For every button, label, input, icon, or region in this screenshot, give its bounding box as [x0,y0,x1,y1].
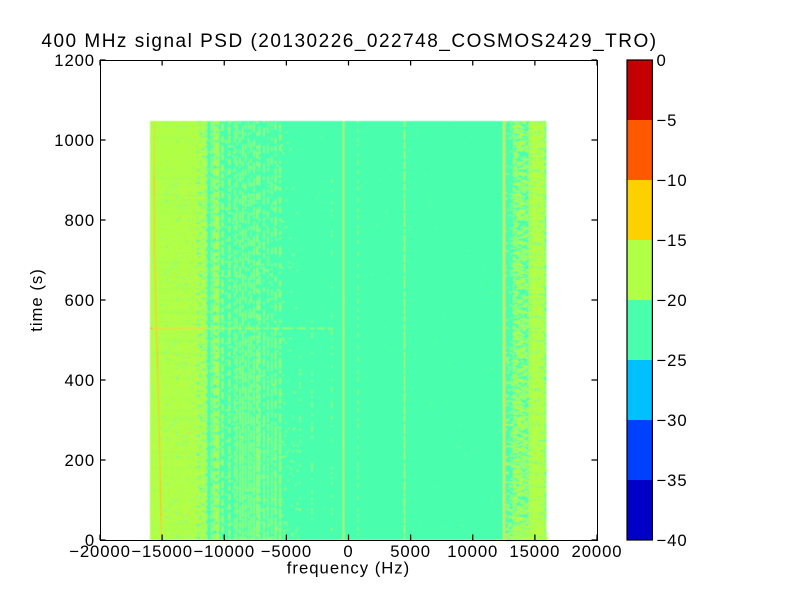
svg-text:20000: 20000 [572,542,623,561]
svg-text:−20000: −20000 [69,542,131,561]
svg-text:−10: −10 [657,171,688,190]
svg-text:0: 0 [343,542,353,561]
svg-text:time (s): time (s) [27,268,46,332]
svg-text:10000: 10000 [447,542,498,561]
svg-text:frequency (Hz): frequency (Hz) [287,559,410,578]
svg-text:−10000: −10000 [193,542,255,561]
svg-text:400 MHz signal PSD (20130226_0: 400 MHz signal PSD (20130226_022748_COSM… [41,31,657,52]
svg-text:−35: −35 [657,471,688,490]
svg-text:0: 0 [657,51,667,70]
svg-text:−5000: −5000 [261,542,312,561]
svg-text:200: 200 [64,451,95,470]
svg-text:−15: −15 [657,231,688,250]
svg-text:5000: 5000 [390,542,431,561]
svg-text:−25: −25 [657,351,688,370]
svg-text:1200: 1200 [54,51,95,70]
svg-text:400: 400 [64,371,95,390]
svg-text:1000: 1000 [54,131,95,150]
svg-text:0: 0 [85,531,95,550]
svg-text:−30: −30 [657,411,688,430]
svg-text:−20: −20 [657,291,688,310]
svg-text:15000: 15000 [509,542,560,561]
svg-text:600: 600 [64,291,95,310]
svg-text:800: 800 [64,211,95,230]
svg-text:−40: −40 [657,531,688,550]
svg-text:−15000: −15000 [131,542,193,561]
svg-text:−5: −5 [657,111,678,130]
